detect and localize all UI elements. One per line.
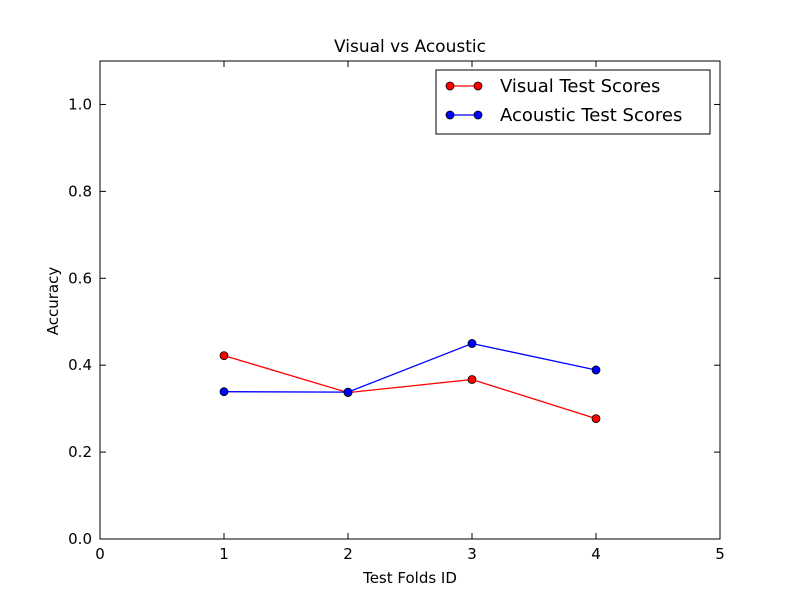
x-tick-label: 3	[467, 545, 477, 563]
axis-ticks: 0 1 2 3 4 5 0.0 0.2 0.4 0.6 0.8 1.0	[68, 61, 725, 563]
y-tick-label: 0.2	[68, 443, 92, 461]
y-tick-label: 0.0	[68, 530, 92, 548]
y-tick-label: 0.6	[68, 269, 92, 287]
plot-frame	[99, 60, 721, 540]
x-tick-label: 2	[343, 545, 353, 563]
legend-marker-visual	[445, 81, 455, 91]
x-tick-label: 4	[591, 545, 601, 563]
legend: Visual Test Scores Acoustic Test Scores	[435, 69, 711, 135]
data-point-visual	[591, 414, 601, 424]
x-tick-label: 1	[219, 545, 229, 563]
x-tick-label: 0	[95, 545, 105, 563]
data-point-acoustic	[343, 387, 353, 397]
chart-title: Visual vs Acoustic	[334, 37, 486, 57]
y-tick-label: 0.4	[68, 356, 92, 374]
legend-label-visual: Visual Test Scores	[500, 76, 660, 97]
legend-marker-acoustic	[445, 110, 455, 120]
data-point-visual	[467, 375, 477, 384]
data-point-acoustic	[467, 339, 477, 348]
y-axis-label: Accuracy	[44, 267, 62, 336]
data-point-acoustic	[591, 365, 601, 375]
y-tick-label: 0.8	[68, 182, 92, 200]
series-line-acoustic	[223, 342, 597, 393]
legend-label-acoustic: Acoustic Test Scores	[500, 105, 682, 126]
x-axis-label: Test Folds ID	[362, 569, 457, 587]
x-tick-label: 5	[715, 545, 725, 563]
legend-marker-visual	[473, 81, 483, 91]
legend-box	[435, 69, 711, 135]
plot-series	[219, 339, 601, 424]
data-point-acoustic	[219, 387, 229, 397]
y-tick-label: 1.0	[68, 95, 92, 113]
data-point-visual	[219, 351, 229, 361]
series-line-visual	[223, 354, 597, 420]
legend-marker-acoustic	[473, 110, 483, 120]
